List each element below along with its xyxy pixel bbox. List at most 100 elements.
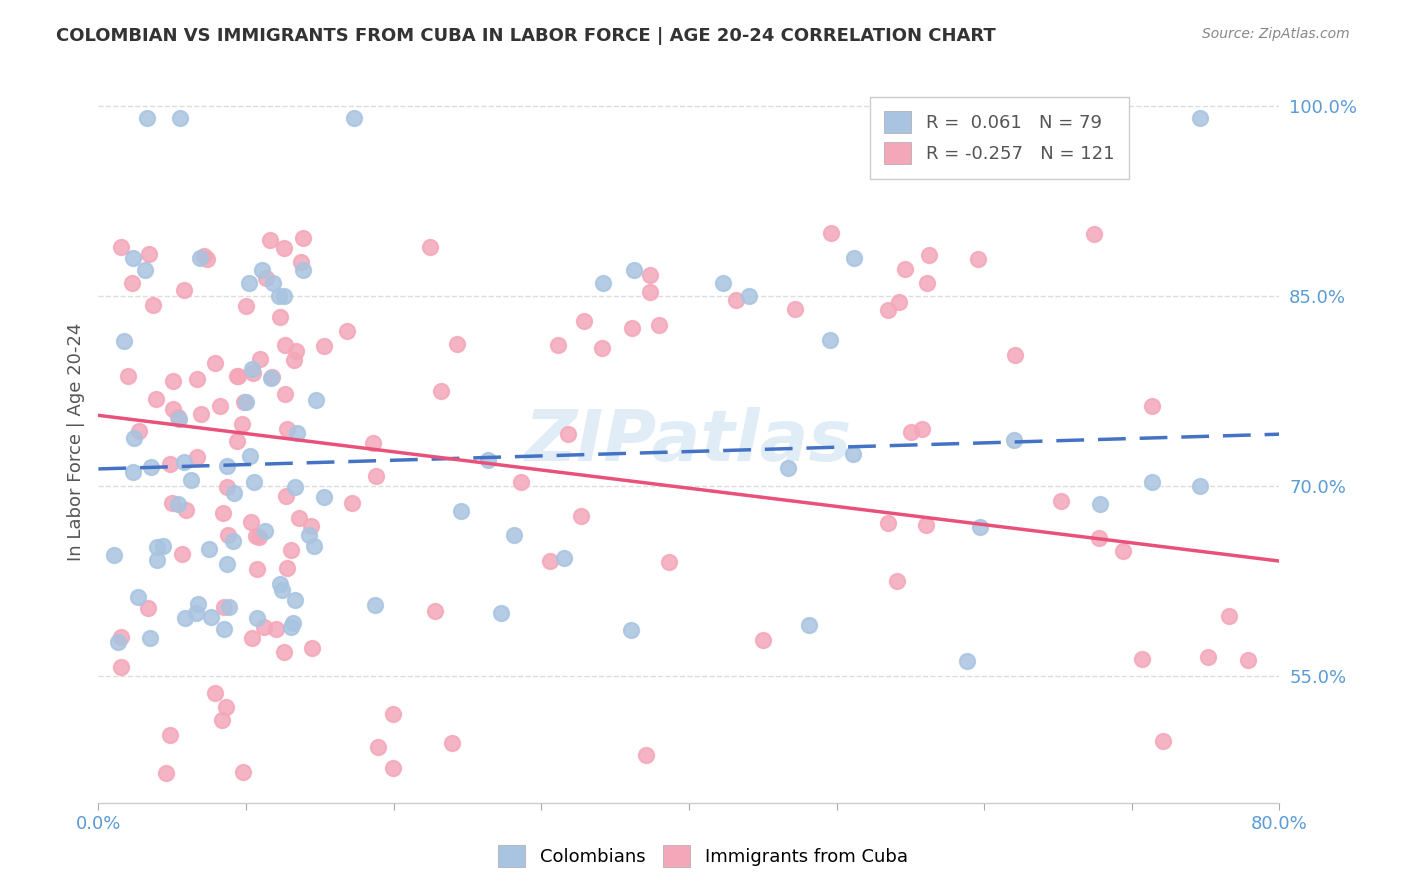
Point	[142, 298, 165, 312]
Point	[292, 231, 315, 245]
Point	[877, 516, 900, 530]
Point	[184, 606, 207, 620]
Point	[425, 603, 447, 617]
Point	[253, 524, 276, 539]
Point	[188, 251, 211, 265]
Point	[145, 392, 167, 407]
Point	[280, 543, 302, 558]
Point	[254, 271, 277, 285]
Point	[187, 597, 209, 611]
Point	[159, 729, 181, 743]
Point	[166, 497, 188, 511]
Point	[419, 240, 441, 254]
Point	[623, 263, 645, 277]
Point	[215, 558, 238, 572]
Point	[193, 249, 215, 263]
Point	[738, 289, 761, 303]
Point	[159, 457, 181, 471]
Point	[138, 246, 160, 260]
Point	[186, 450, 208, 465]
Point	[249, 351, 271, 366]
Point	[429, 384, 451, 398]
Point	[288, 511, 311, 525]
Point	[215, 480, 238, 494]
Point	[274, 489, 297, 503]
Point	[242, 475, 264, 489]
Point	[658, 555, 681, 569]
Point	[110, 659, 132, 673]
Point	[280, 620, 302, 634]
Point	[900, 425, 922, 439]
Point	[1112, 544, 1135, 558]
Point	[235, 299, 257, 313]
Point	[298, 528, 321, 542]
Point	[640, 285, 662, 300]
Point	[876, 303, 898, 318]
Point	[915, 276, 938, 290]
Point	[640, 268, 662, 282]
Point	[225, 369, 247, 384]
Point	[240, 631, 263, 645]
Point	[477, 452, 499, 467]
Point	[259, 233, 281, 247]
Point	[110, 240, 132, 254]
Point	[197, 252, 219, 266]
Point	[711, 276, 734, 290]
Point	[274, 387, 297, 401]
Point	[253, 620, 276, 634]
Point	[361, 436, 384, 450]
Point	[238, 276, 260, 290]
Point	[215, 458, 238, 473]
Point	[107, 635, 129, 649]
Point	[174, 503, 197, 517]
Point	[441, 736, 464, 750]
Point	[797, 618, 820, 632]
Point	[304, 540, 326, 554]
Point	[226, 368, 249, 383]
Legend: R =  0.061   N = 79, R = -0.257   N = 121: R = 0.061 N = 79, R = -0.257 N = 121	[870, 96, 1129, 178]
Legend: Colombians, Immigrants from Cuba: Colombians, Immigrants from Cuba	[491, 838, 915, 874]
Point	[887, 295, 910, 310]
Point	[894, 262, 917, 277]
Point	[225, 434, 247, 448]
Point	[557, 426, 579, 441]
Point	[247, 530, 270, 544]
Point	[231, 417, 253, 431]
Point	[200, 610, 222, 624]
Point	[367, 739, 389, 754]
Point	[110, 630, 132, 644]
Point	[364, 468, 387, 483]
Point	[232, 765, 254, 780]
Point	[239, 516, 262, 530]
Point	[1002, 433, 1025, 447]
Point	[186, 372, 208, 386]
Point	[290, 255, 312, 269]
Point	[340, 496, 363, 510]
Point	[820, 226, 842, 240]
Point	[112, 334, 135, 348]
Point	[146, 540, 169, 554]
Point	[162, 375, 184, 389]
Point	[1189, 112, 1212, 126]
Point	[1218, 608, 1240, 623]
Point	[547, 338, 569, 352]
Point	[276, 561, 298, 575]
Point	[121, 277, 143, 291]
Point	[166, 410, 188, 425]
Point	[752, 632, 775, 647]
Point	[211, 713, 233, 727]
Text: Source: ZipAtlas.com: Source: ZipAtlas.com	[1202, 27, 1350, 41]
Point	[1140, 475, 1163, 490]
Point	[276, 422, 298, 436]
Point	[208, 399, 231, 413]
Point	[222, 534, 245, 549]
Point	[273, 289, 295, 303]
Point	[1188, 479, 1211, 493]
Point	[1140, 399, 1163, 413]
Point	[217, 528, 239, 542]
Point	[343, 112, 366, 126]
Point	[285, 343, 308, 358]
Point	[135, 112, 157, 126]
Point	[117, 369, 139, 384]
Point	[538, 554, 561, 568]
